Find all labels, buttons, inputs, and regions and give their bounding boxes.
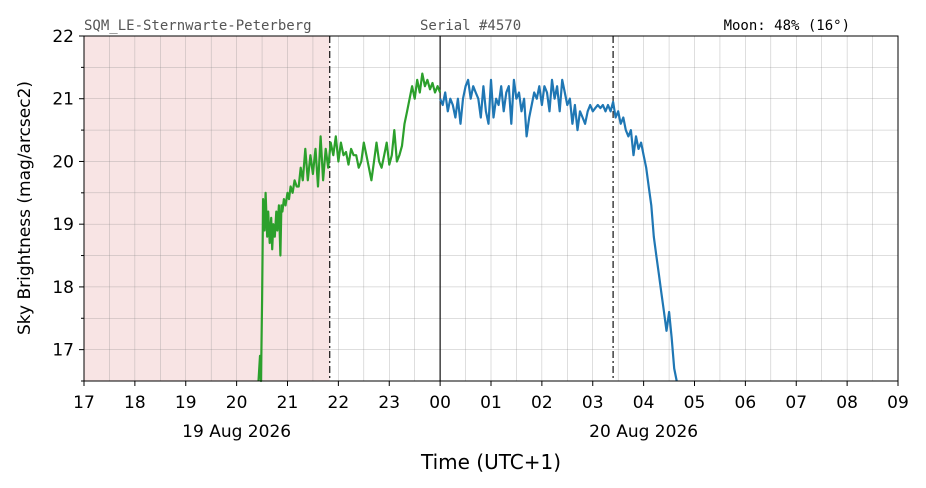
x-tick-label: 21 — [277, 393, 299, 413]
y-tick-label: 21 — [52, 90, 74, 110]
x-tick-label: 06 — [735, 393, 757, 413]
x-tick-label: 07 — [785, 393, 807, 413]
y-axis-label: Sky Brightness (mag/arcsec2) — [15, 81, 35, 335]
x-tick-label: 09 — [887, 393, 909, 413]
x-tick-label: 17 — [73, 393, 95, 413]
x-tick-label: 23 — [378, 393, 400, 413]
x-tick-label: 20 — [226, 393, 248, 413]
y-tick-label: 18 — [52, 278, 74, 298]
x-tick-label: 04 — [633, 393, 655, 413]
x-tick-label: 08 — [836, 393, 858, 413]
x-axis-label: Time (UTC+1) — [420, 450, 561, 474]
y-tick-label: 17 — [52, 341, 74, 361]
y-tick-label: 22 — [52, 27, 74, 47]
x-tick-label: 00 — [429, 393, 451, 413]
y-tick-label: 20 — [52, 152, 74, 172]
x-tick-label: 03 — [582, 393, 604, 413]
serial-number: Serial #4570 — [420, 18, 521, 34]
brightness-series-2 — [439, 78, 678, 382]
moon-info: Moon: 48% (16°) — [724, 18, 850, 34]
shaded-region — [84, 36, 330, 381]
x-tick-label: 01 — [480, 393, 502, 413]
date-label: 20 Aug 2026 — [589, 422, 698, 442]
y-tick-label: 19 — [52, 215, 74, 235]
x-tick-label: 18 — [124, 393, 146, 413]
station-title: SQM_LE-Sternwarte-Peterberg — [84, 18, 312, 34]
date-label: 19 Aug 2026 — [182, 422, 291, 442]
x-tick-label: 19 — [175, 393, 197, 413]
x-tick-label: 22 — [328, 393, 350, 413]
x-tick-label: 02 — [531, 393, 553, 413]
x-tick-label: 05 — [684, 393, 706, 413]
brightness-series-1 — [257, 72, 442, 383]
